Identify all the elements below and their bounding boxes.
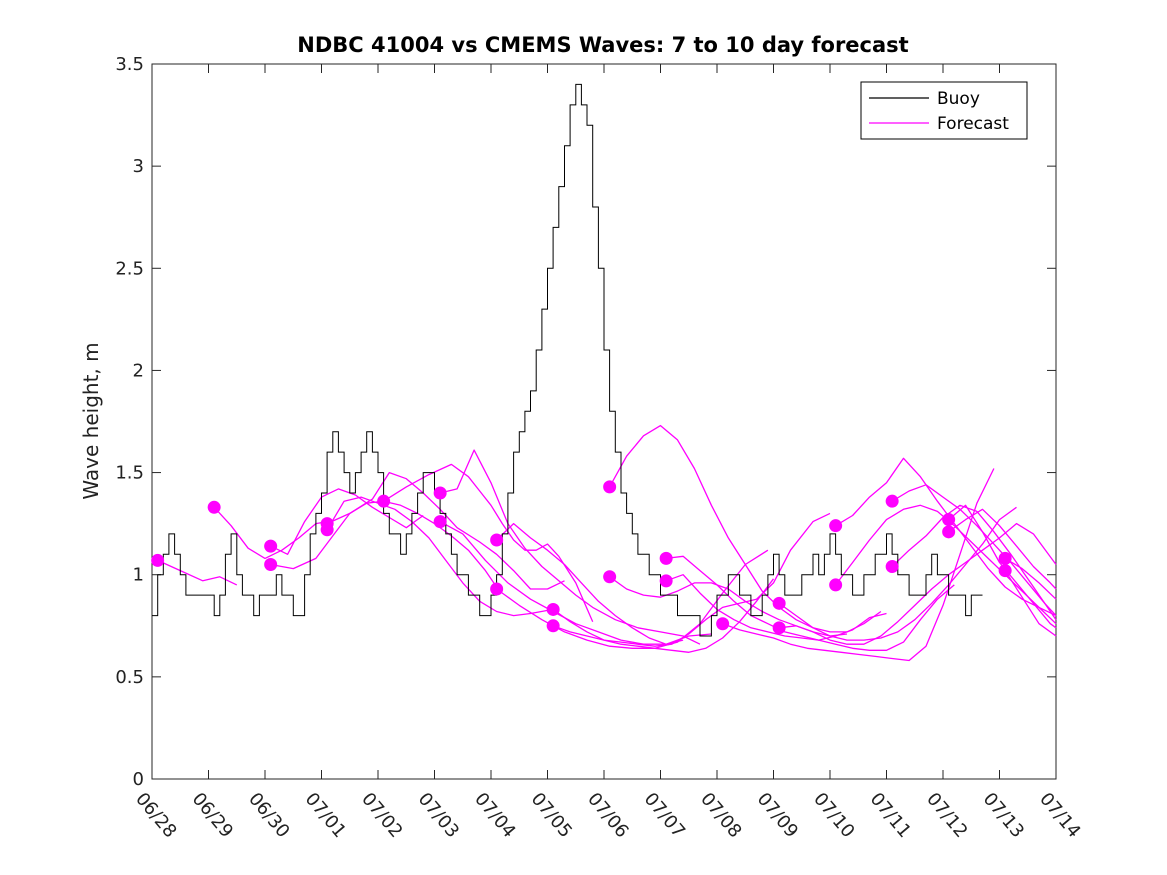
forecast-start-marker [603,480,617,494]
forecast-line [326,496,554,617]
forecast-line [948,508,1057,590]
forecast-line [891,504,1057,621]
forecast-start-marker [942,525,956,539]
buoy-line [152,83,983,637]
forecast-start-marker [603,570,617,584]
forecast-line [270,488,424,555]
forecast-line [383,463,594,622]
forecast-line [270,500,498,588]
forecast-start-marker [772,621,786,635]
forecast-line [609,424,882,633]
forecast-start-marker [546,602,560,616]
legend-label-buoy: Buoy [937,89,980,109]
forecast-start-marker [320,517,334,531]
forecast-start-marker [942,513,956,527]
forecast-start-marker [885,494,899,508]
y-tick-label: 2 [133,360,144,381]
forecast-start-marker [885,560,899,574]
legend: Buoy Forecast [860,81,1028,140]
forecast-start-marker [264,539,278,553]
forecast-start-marker [377,494,391,508]
y-axis-label: Wave height, m [79,342,103,499]
forecast-line [666,555,955,651]
forecast-start-marker [716,617,730,631]
forecast-start-marker [151,553,165,567]
forecast-start-marker [546,619,560,633]
chart-title: NDBC 41004 vs CMEMS Waves: 7 to 10 day f… [297,33,908,57]
forecast-line [552,578,775,653]
legend-label-forecast: Forecast [937,114,1009,134]
forecast-line [835,457,1057,617]
y-tick-label: 3.5 [115,54,144,75]
forecast-start-marker [264,558,278,571]
forecast-line [1004,557,1057,600]
forecast-start-marker [998,564,1012,578]
forecast-line [891,484,1057,617]
y-tick-label: 0 [133,769,144,790]
forecast-start-marker [829,578,843,592]
forecast-line [496,522,684,645]
y-tick-label: 3 [133,156,144,177]
forecast-start-marker [829,519,843,533]
forecast-start-marker [490,533,504,547]
forecast-start-marker [433,486,447,500]
forecast-start-marker [998,551,1012,565]
y-tick-label: 0.5 [115,667,144,688]
forecast-line [439,449,701,645]
forecast-start-marker [207,500,221,514]
forecast-start-marker [659,574,673,588]
forecast-start-marker [490,582,504,596]
forecast-line [665,574,887,641]
y-tick-label: 1 [133,565,144,586]
forecast-line [326,471,565,590]
y-tick-label: 2.5 [115,258,144,279]
forecast-line [496,549,769,649]
forecast-line [1004,570,1057,637]
y-tick-label: 1.5 [115,463,144,484]
legend-box [860,81,1028,140]
forecast-start-marker [659,551,673,565]
forecast-line [213,506,328,560]
forecast-line [778,506,1017,641]
forecast-start-marker [772,596,786,610]
forecast-start-marker [433,515,447,529]
